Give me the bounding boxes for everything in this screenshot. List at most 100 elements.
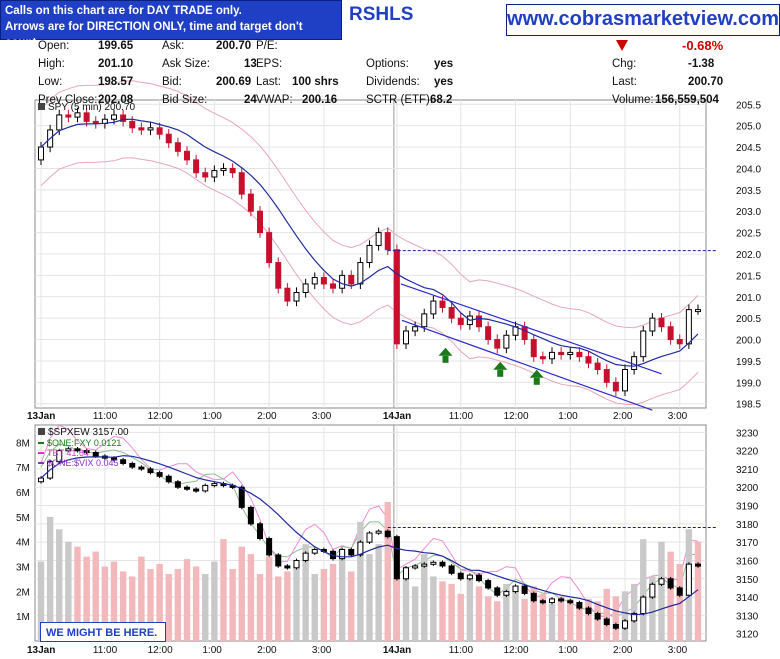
y-tick-label-top: 202.5 (736, 229, 761, 240)
open-label: Open: (38, 40, 70, 52)
last-trade-value: 100 shrs (292, 76, 339, 88)
channel-lower-line (401, 319, 653, 411)
index-candle (512, 585, 519, 593)
index-candle (174, 481, 181, 488)
volume-bar (65, 541, 72, 641)
up-arrow-icon (529, 369, 544, 378)
volume-bar (183, 559, 191, 641)
y-tick-label-top: 201.0 (736, 293, 761, 304)
x-tick-label-top: 11:00 (93, 411, 118, 422)
bid-value: 200.69 (216, 76, 252, 88)
price-candle (138, 127, 145, 131)
volume-bar (46, 516, 54, 641)
price-candle (412, 326, 419, 332)
volume-bar (676, 564, 683, 641)
legend-entry: $ONE:FXY 0.0121 (47, 438, 121, 448)
index-candle (111, 457, 117, 461)
y-tick-label-bottom: 3200 (736, 483, 759, 494)
volume-bar (110, 561, 118, 641)
index-candle (667, 578, 674, 589)
legend-entry: TBT 41.64 (47, 448, 89, 458)
volume-tick-label: 1M (16, 612, 30, 623)
open-value: 199.65 (98, 40, 134, 52)
volume-bar (311, 573, 318, 641)
options-value: yes (434, 58, 454, 70)
price-candle (284, 287, 291, 302)
x-tick-label-top: 12:00 (504, 411, 529, 422)
ask-size-value: 13 (244, 58, 257, 70)
volume-tick-label: 3M (16, 563, 30, 574)
volume-bar (238, 546, 245, 641)
annotation-box: WE MIGHT BE HERE. (40, 622, 166, 642)
y-tick-label-top: 203.5 (736, 186, 761, 197)
y-tick-label-bottom: 3180 (736, 520, 759, 531)
volume-bar (475, 586, 483, 641)
eps-label: EPS: (256, 58, 283, 70)
y-tick-label-bottom: 3140 (736, 593, 759, 604)
channel-upper-line (400, 283, 662, 375)
index-candle (485, 580, 492, 589)
index-candle (211, 483, 218, 487)
y-tick-label-top: 205.5 (736, 100, 761, 111)
price-candle (193, 159, 200, 174)
y-tick-label-bottom: 3150 (736, 575, 759, 586)
volume-tick-label: 4M (16, 538, 30, 549)
volume-value: 156,559,504 (655, 94, 719, 106)
ask-value: 200.70 (216, 40, 252, 52)
price-candle (275, 262, 282, 289)
price-candle (83, 112, 90, 122)
index-candle (457, 572, 464, 580)
x-tick-label-bottom: 12:00 (504, 645, 529, 656)
price-candle (293, 292, 300, 302)
index-candle (266, 537, 273, 556)
volume-bar (576, 603, 583, 641)
index-candle (339, 548, 346, 560)
y-tick-label-bottom: 3160 (736, 556, 759, 567)
y-tick-label-top: 202.0 (736, 250, 761, 261)
price-candle (448, 306, 455, 319)
price-candle (165, 133, 172, 144)
price-candle (174, 142, 181, 152)
ask-size-label: Ask Size: (162, 58, 210, 70)
price-candle (247, 193, 254, 212)
sctr-label: SCTR (ETF): (366, 94, 434, 106)
volume-bar (375, 544, 382, 641)
legend-entry: $ONE:$VIX 0.045 (47, 458, 119, 468)
volume-bar (640, 539, 647, 641)
options-label: Options: (366, 58, 409, 70)
price-candle (667, 326, 674, 341)
index-candle (430, 561, 437, 565)
x-tick-label-bottom: 3:00 (668, 645, 688, 656)
volume-bar (83, 556, 90, 641)
dividends-label: Dividends: (366, 76, 420, 88)
price-candle (384, 232, 391, 251)
x-tick-label-bottom: 13Jan (27, 645, 55, 656)
volume-bar (366, 554, 373, 641)
index-candle (184, 486, 190, 490)
price-candle (521, 326, 528, 341)
low-value: 198.57 (98, 76, 134, 88)
price-candle (403, 330, 409, 345)
volume-bar (229, 569, 236, 641)
index-candle (567, 600, 574, 604)
price-candle (302, 283, 309, 294)
price-candle (311, 277, 318, 285)
x-tick-label-bottom: 14Jan (383, 645, 411, 656)
index-candle (676, 587, 683, 596)
price-candle (147, 127, 154, 131)
price-candle (603, 369, 610, 383)
volume-bar (119, 571, 127, 641)
y-tick-label-bottom: 3190 (736, 502, 759, 513)
y-tick-label-top: 200.0 (736, 336, 761, 347)
volume-bar (293, 564, 300, 641)
price-candle (549, 351, 555, 360)
volume-bar (621, 591, 629, 641)
website-link[interactable]: www.cobrasmarketview.com (506, 4, 780, 36)
price-candle (457, 317, 464, 326)
volume-bar (220, 539, 227, 641)
bid-size-label: Bid Size: (162, 94, 208, 106)
index-candle (403, 567, 409, 580)
price-candle (366, 244, 373, 264)
volume-bar (265, 556, 273, 641)
y-tick-label-bottom: 3170 (736, 538, 759, 549)
